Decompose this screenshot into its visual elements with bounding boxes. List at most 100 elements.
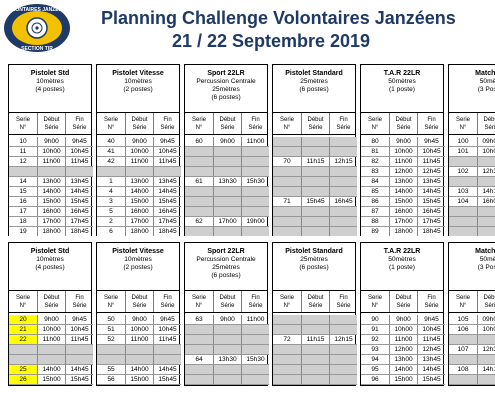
start-time bbox=[125, 355, 153, 365]
start-column-header: Début Série bbox=[213, 291, 241, 312]
session-row: 56 15h00 15h45 bbox=[97, 375, 181, 385]
serie-number bbox=[273, 177, 301, 187]
end-time: 10h45 bbox=[65, 325, 93, 335]
end-time: 12h45 bbox=[417, 345, 445, 355]
start-time bbox=[213, 325, 241, 335]
discipline-block: T.A.R 22LR 50mètres (1 poste) Serie N° Début S… bbox=[360, 64, 445, 236]
start-time: 9h00 bbox=[213, 137, 241, 147]
start-time: 16h00 bbox=[37, 207, 65, 217]
discipline-block: Pistolet Std 10mètres (4 postes) Serie N° Déb… bbox=[8, 242, 93, 386]
start-column-header: Début Série bbox=[37, 291, 65, 312]
column-header-line: Série bbox=[424, 303, 439, 309]
start-time bbox=[213, 227, 241, 236]
serie-number bbox=[273, 167, 301, 177]
start-time bbox=[301, 325, 329, 335]
end-column-header: Fin Série bbox=[153, 291, 181, 312]
column-header-line: Début bbox=[395, 117, 412, 123]
start-time bbox=[213, 345, 241, 355]
session-row: 86 15h00 15h45 bbox=[361, 197, 445, 207]
discipline-name: Sport 22LR bbox=[207, 70, 245, 77]
serie-number: 22 bbox=[9, 335, 37, 345]
end-time: 15h45 bbox=[417, 375, 445, 385]
column-header-line: N° bbox=[459, 303, 467, 309]
session-row: 95 14h00 14h45 bbox=[361, 365, 445, 375]
discipline-header: Sport 22LR Percussion Centrale 25mètres (6 … bbox=[185, 243, 267, 291]
discipline-header: Pistolet Std 10mètres (4 postes) bbox=[9, 65, 91, 113]
session-row: 10610h00 bbox=[449, 325, 495, 335]
session-row: 14 13h00 13h45 bbox=[9, 177, 93, 187]
serie-number bbox=[185, 157, 213, 167]
session-row: 11 10h00 10h45 bbox=[9, 147, 93, 157]
end-time bbox=[241, 167, 269, 177]
start-time: 15h00 bbox=[125, 197, 153, 207]
end-time: 10h45 bbox=[417, 147, 445, 157]
serie-number: 26 bbox=[9, 375, 37, 385]
column-header-line: Serie bbox=[15, 117, 30, 123]
discipline-block: Match Ar50mètr(3 PosteSerieN°DébutSérieF… bbox=[448, 242, 495, 386]
start-time bbox=[301, 167, 329, 177]
session-row bbox=[185, 365, 269, 375]
end-time: 13h45 bbox=[417, 355, 445, 365]
column-header-line: N° bbox=[371, 303, 379, 309]
column-header-line: Fin bbox=[251, 117, 260, 123]
column-header-line: Début bbox=[43, 295, 60, 301]
end-time bbox=[65, 167, 93, 177]
discipline-subtitle: Percussion Centrale bbox=[196, 78, 256, 85]
session-row: 41 10h00 10h45 bbox=[97, 147, 181, 157]
serie-number: 96 bbox=[361, 375, 389, 385]
end-column-header: Fin Série bbox=[417, 113, 445, 134]
column-header-line: Début bbox=[43, 117, 60, 123]
start-time: 11h00 bbox=[389, 157, 417, 167]
session-row bbox=[185, 227, 269, 236]
serie-number bbox=[449, 157, 477, 167]
start-time bbox=[301, 345, 329, 355]
session-row: 10110h00 bbox=[449, 147, 495, 157]
session-row bbox=[185, 197, 269, 207]
session-row: 72 11h15 12h15 bbox=[273, 335, 357, 345]
session-row: 93 12h00 12h45 bbox=[361, 345, 445, 355]
start-time: 9h00 bbox=[213, 315, 241, 325]
serie-number bbox=[97, 345, 125, 355]
session-row: 81 10h00 10h45 bbox=[361, 147, 445, 157]
discipline-header: Pistolet Std 10mètres (4 postes) bbox=[9, 243, 91, 291]
start-time: 12h30 bbox=[477, 345, 495, 355]
start-column-header: Début Série bbox=[389, 291, 417, 312]
session-row bbox=[185, 375, 269, 385]
start-time: 11h15 bbox=[301, 157, 329, 167]
end-time bbox=[241, 375, 269, 385]
column-header-line: Serie bbox=[103, 295, 118, 301]
serie-number: 16 bbox=[9, 197, 37, 207]
session-row bbox=[273, 187, 357, 197]
column-header-line: N° bbox=[459, 125, 467, 131]
start-time bbox=[301, 365, 329, 375]
discipline-posts: (4 postes) bbox=[35, 264, 65, 271]
discipline-posts: (3 Poste bbox=[477, 86, 495, 93]
session-row: 21 10h00 10h45 bbox=[9, 325, 93, 335]
session-row bbox=[273, 355, 357, 365]
column-header-line: Série bbox=[396, 125, 411, 131]
serie-column-header: Serie N° bbox=[361, 291, 389, 312]
start-time: 14h00 bbox=[125, 365, 153, 375]
end-column-header: Fin Série bbox=[65, 291, 93, 312]
discipline-posts: (6 postes) bbox=[211, 272, 241, 279]
discipline-posts: (6 postes) bbox=[299, 264, 329, 271]
serie-number: 12 bbox=[9, 157, 37, 167]
discipline-block: T.A.R 22LR 50mètres (1 poste) Serie N° Début S… bbox=[360, 242, 445, 386]
serie-number bbox=[273, 207, 301, 217]
start-time bbox=[301, 355, 329, 365]
start-time: 18h00 bbox=[37, 227, 65, 236]
serie-number: 17 bbox=[9, 207, 37, 217]
discipline-header: Pistolet Vitesse 10mètres (2 postes) bbox=[97, 243, 179, 291]
start-time: 13h30 bbox=[213, 355, 241, 365]
column-header-line: Début bbox=[219, 295, 236, 301]
end-time bbox=[329, 207, 357, 217]
start-column-header: Début Série bbox=[477, 113, 495, 134]
discipline-name: Sport 22LR bbox=[207, 248, 245, 255]
column-header-line: Série bbox=[396, 303, 411, 309]
discipline-distance: 50mètr bbox=[479, 78, 495, 85]
start-time: 14h00 bbox=[389, 187, 417, 197]
start-time bbox=[213, 365, 241, 375]
start-time bbox=[213, 147, 241, 157]
